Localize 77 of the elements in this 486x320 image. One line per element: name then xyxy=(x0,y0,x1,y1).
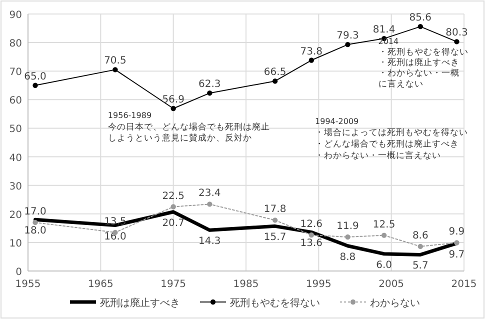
point xyxy=(112,67,118,72)
point xyxy=(272,218,278,223)
x-tick-label: 1955 xyxy=(15,279,41,290)
y-tick-label: 80 xyxy=(9,38,22,50)
point xyxy=(170,106,176,112)
x-tick-label: 1975 xyxy=(160,279,186,290)
data-label: 8.6 xyxy=(412,230,428,242)
annotation: ・場合によっては死刑もやむを得ない xyxy=(315,127,468,138)
data-label: 12.5 xyxy=(372,219,396,230)
annotation: 1994-2009 xyxy=(315,116,359,126)
point xyxy=(207,90,212,96)
x-tick-label: 1985 xyxy=(233,279,259,290)
data-label: 11.9 xyxy=(336,221,359,232)
point xyxy=(454,240,460,246)
y-tick-label: 90 xyxy=(9,10,22,21)
data-label: 18.0 xyxy=(24,226,46,237)
point xyxy=(381,232,387,238)
data-label: 6.0 xyxy=(376,260,392,271)
x-tick-label: 1995 xyxy=(306,279,332,290)
data-label: 13.6 xyxy=(300,238,323,250)
data-label: 66.5 xyxy=(264,67,286,78)
annotation: ・どんな場合でも死刑は廃止すべき xyxy=(315,138,460,150)
y-tick-label: 20 xyxy=(9,210,22,221)
data-label: 5.7 xyxy=(412,260,428,272)
annotation: ・わからない・一概に言えない xyxy=(315,150,442,161)
point xyxy=(418,24,423,30)
y-tick-label: 0 xyxy=(16,267,22,278)
annotation: ・死刑は廃止すべき xyxy=(378,57,460,68)
point xyxy=(170,204,176,210)
data-label: 79.3 xyxy=(336,30,359,42)
point xyxy=(272,78,278,84)
data-label: 70.5 xyxy=(104,56,126,67)
legend-label: 死刑は廃止すべき xyxy=(100,297,180,309)
data-label: 62.3 xyxy=(198,79,221,90)
point xyxy=(308,58,314,63)
point xyxy=(308,232,314,238)
data-label: 73.8 xyxy=(300,46,323,58)
y-tick-label: 10 xyxy=(9,238,22,250)
data-label: 20.7 xyxy=(162,218,184,229)
point xyxy=(454,39,460,44)
annotation: 2014 xyxy=(378,36,399,46)
data-label: 56.9 xyxy=(162,94,184,106)
x-tick-label: 2015 xyxy=(451,279,477,290)
y-tick-label: 60 xyxy=(9,96,22,107)
legend-label: わからない xyxy=(370,298,420,309)
data-label: 8.8 xyxy=(340,252,356,263)
point xyxy=(32,82,38,88)
data-label: 9.7 xyxy=(448,249,465,260)
y-tick-label: 70 xyxy=(9,67,22,78)
point xyxy=(345,234,350,240)
point xyxy=(418,244,423,250)
data-label: 14.3 xyxy=(198,236,221,248)
y-tick-label: 40 xyxy=(9,152,22,164)
data-label: 80.3 xyxy=(446,28,468,39)
data-label: 16.0 xyxy=(104,231,126,242)
point xyxy=(32,220,38,226)
x-tick-label: 2005 xyxy=(378,279,404,290)
data-label: 17.8 xyxy=(264,204,286,216)
data-label: 23.4 xyxy=(198,188,221,200)
annotation: 1956-1989 xyxy=(108,111,152,120)
data-label: 22.5 xyxy=(162,190,184,202)
annotation: ・わからない・一概に言えない xyxy=(378,68,460,90)
annotation: ・死刑もやむを得ない xyxy=(378,46,468,58)
data-label: 9.9 xyxy=(448,226,465,238)
data-label: 85.6 xyxy=(409,12,432,24)
x-tick-label: 1965 xyxy=(88,279,114,290)
y-tick-label: 30 xyxy=(9,181,22,192)
data-label: 81.4 xyxy=(372,24,396,36)
data-label: 17.0 xyxy=(24,206,46,218)
point xyxy=(207,202,212,207)
legend-label: 死刑もやむを得ない xyxy=(230,298,320,309)
data-label: 12.6 xyxy=(300,219,323,230)
point xyxy=(345,42,350,48)
y-tick-label: 50 xyxy=(9,124,22,136)
annotation: 今の日本で、どんな場合でも死刑は廃止しようという意見に賛成か、反対か xyxy=(108,121,270,144)
data-label: 65.0 xyxy=(24,71,46,82)
data-label: 15.7 xyxy=(264,232,286,244)
